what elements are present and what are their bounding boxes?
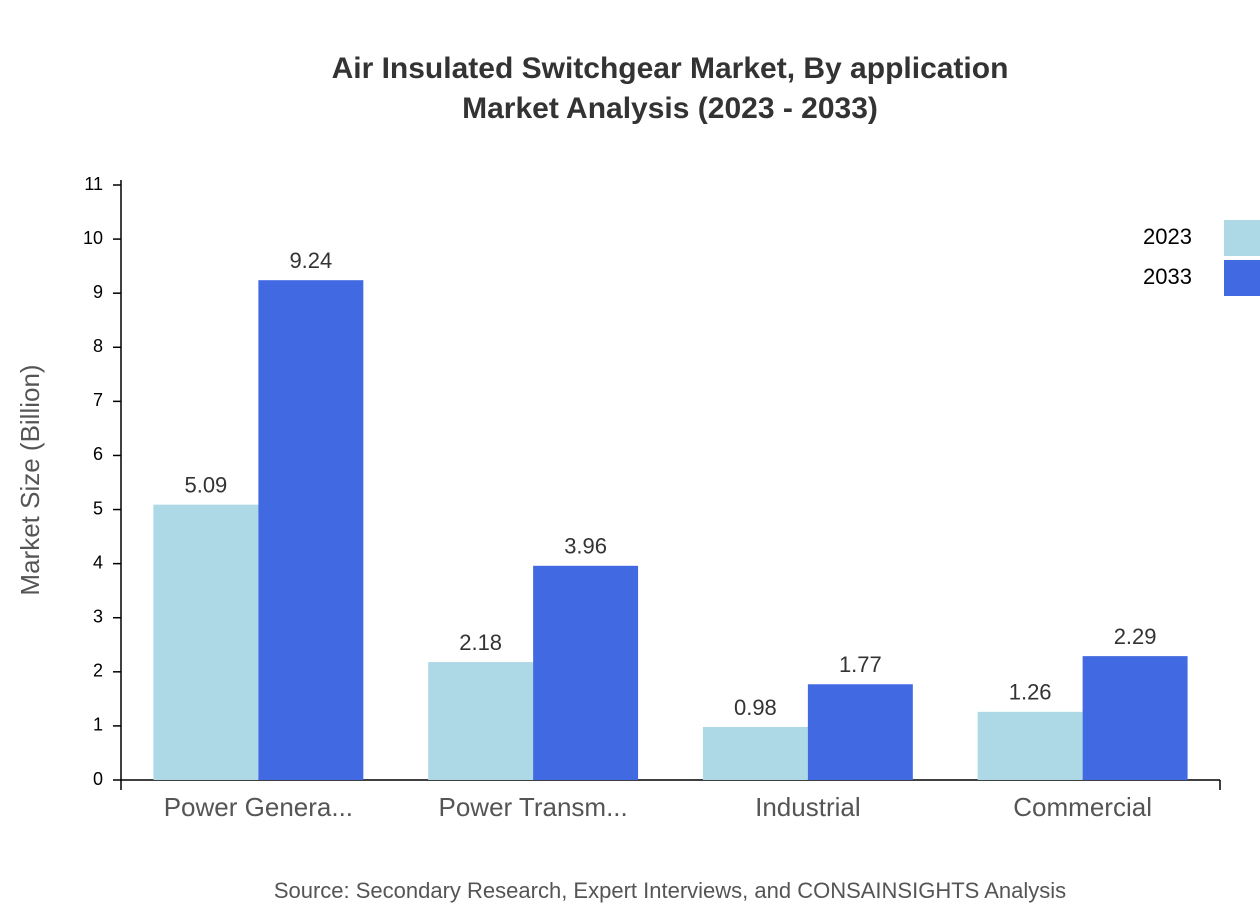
value-label: 2.18 (459, 630, 502, 655)
value-label: 9.24 (289, 248, 332, 273)
y-tick-label: 11 (84, 174, 103, 194)
y-tick-label: 5 (93, 498, 103, 518)
bar (153, 504, 259, 780)
x-tick-label: Power Transm... (438, 792, 627, 822)
y-tick-label: 9 (93, 282, 103, 302)
y-tick-label: 7 (93, 390, 103, 410)
value-label: 0.98 (734, 695, 777, 720)
bar (977, 711, 1083, 780)
source-note: Source: Secondary Research, Expert Inter… (274, 878, 1066, 903)
y-tick-label: 10 (83, 228, 103, 248)
chart-title: Air Insulated Switchgear Market, By appl… (332, 52, 1009, 85)
y-tick-label: 3 (93, 606, 103, 626)
legend-swatch (1224, 260, 1260, 296)
bar (1082, 656, 1188, 780)
bar (533, 565, 639, 780)
y-tick-label: 0 (93, 769, 103, 789)
value-label: 1.77 (839, 652, 882, 677)
x-tick-label: Power Genera... (164, 792, 353, 822)
legend-label: 2033 (1143, 264, 1192, 289)
legend-label: 2023 (1143, 224, 1192, 249)
bar (702, 726, 808, 780)
bar (258, 280, 364, 780)
y-axis-title: Market Size (Billion) (15, 364, 45, 595)
y-tick-label: 4 (93, 552, 103, 572)
value-label: 1.26 (1009, 680, 1052, 705)
bar (807, 684, 913, 780)
legend-swatch (1224, 220, 1260, 256)
x-tick-label: Commercial (1013, 792, 1152, 822)
bar (428, 662, 534, 780)
value-label: 5.09 (184, 472, 227, 497)
y-tick-label: 8 (93, 336, 103, 356)
x-tick-label: Industrial (755, 792, 861, 822)
y-tick-label: 1 (93, 715, 103, 735)
chart-subtitle: Market Analysis (2023 - 2033) (462, 92, 878, 125)
value-label: 2.29 (1114, 624, 1157, 649)
value-label: 3.96 (564, 534, 607, 559)
y-tick-label: 2 (93, 661, 103, 681)
y-tick-label: 6 (93, 444, 103, 464)
